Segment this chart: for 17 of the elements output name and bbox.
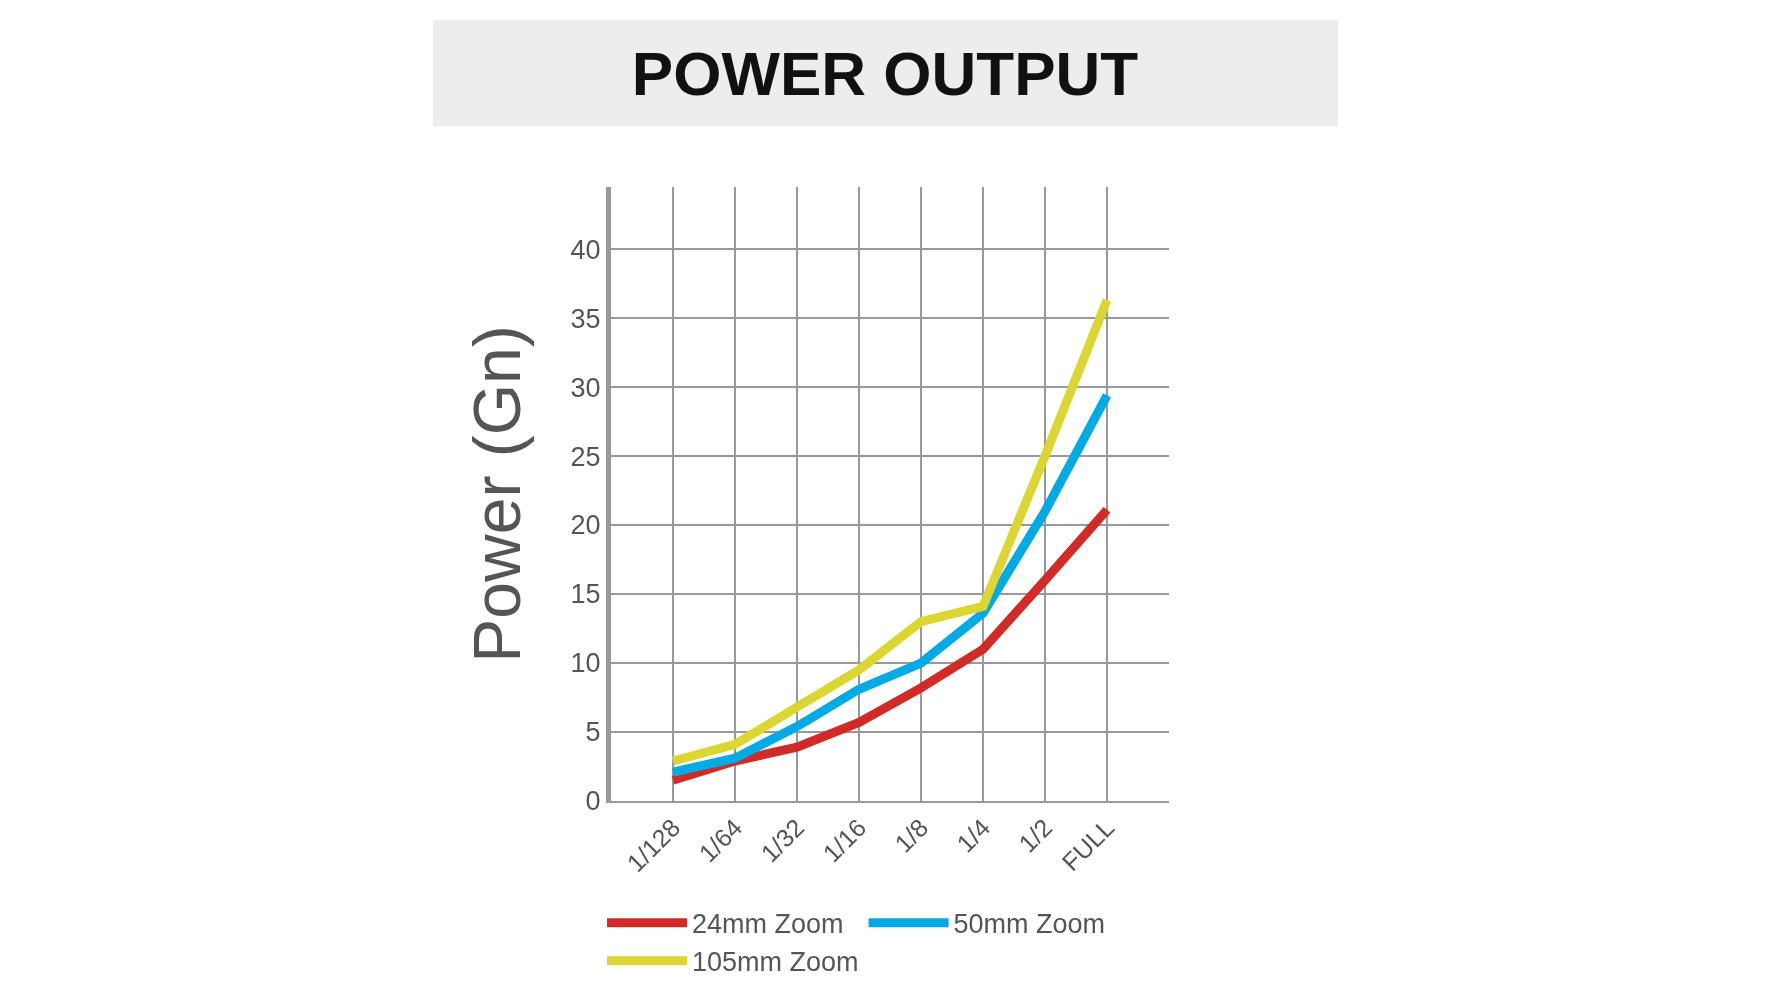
y-tick-label: 40 — [570, 234, 601, 265]
y-tick-label: 0 — [585, 786, 601, 817]
y-tick-label: 25 — [570, 441, 601, 472]
y-tick-label: 15 — [570, 579, 601, 610]
y-tick-label: 30 — [570, 372, 601, 403]
chart-title: POWER OUTPUT — [631, 38, 1139, 108]
y-tick-label: 10 — [570, 648, 601, 679]
legend-label: 50mm Zoom — [953, 909, 1106, 940]
y-tick-label: 20 — [570, 510, 601, 541]
x-tick-label: 1/8 — [888, 813, 934, 858]
y-tick-label: 5 — [585, 717, 601, 748]
y-axis-title: Power (Gn) — [459, 325, 534, 663]
x-tick-label: 1/4 — [950, 813, 996, 858]
x-tick-label: 1/2 — [1012, 813, 1058, 858]
legend-label: 105mm Zoom — [692, 947, 859, 978]
legend-label: 24mm Zoom — [692, 909, 844, 940]
y-tick-label: 35 — [570, 303, 601, 334]
